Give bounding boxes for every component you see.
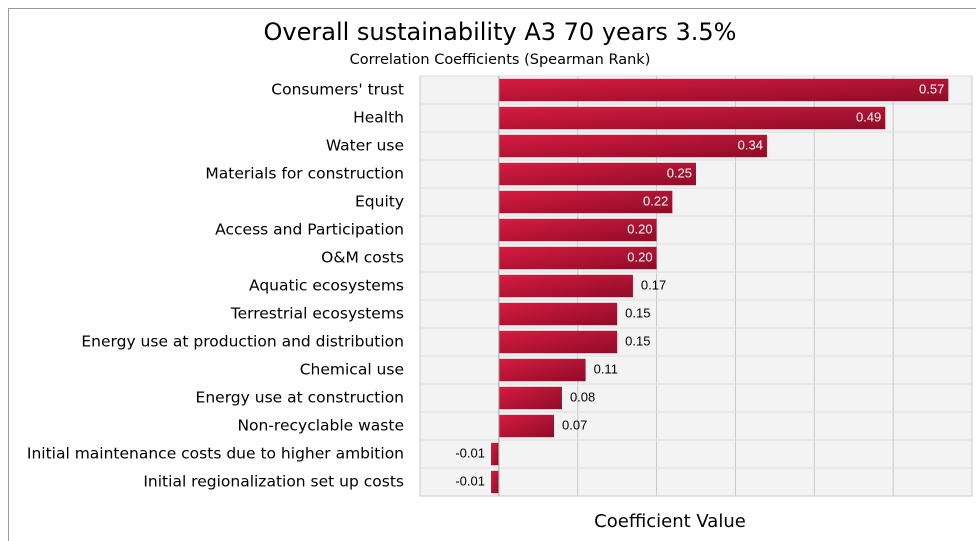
y-tick-label: O&M costs	[321, 249, 404, 267]
y-tick-label: Health	[353, 109, 404, 127]
bar	[490, 470, 499, 494]
y-tick-label: Energy use at production and distributio…	[81, 333, 404, 351]
bar	[498, 162, 696, 186]
bar	[498, 414, 555, 438]
value-label: 0.34	[738, 137, 763, 152]
y-tick-label: Energy use at construction	[196, 389, 404, 407]
value-label: 0.20	[627, 249, 652, 264]
bar	[498, 246, 657, 270]
value-label: 0.25	[667, 165, 692, 180]
y-tick-label: Chemical use	[300, 361, 404, 379]
y-tick-label: Water use	[326, 137, 404, 155]
value-label: 0.22	[643, 193, 668, 208]
bar	[498, 78, 949, 102]
value-label: 0.07	[562, 417, 587, 432]
y-tick-label: Initial maintenance costs due to higher …	[27, 445, 404, 463]
bar	[498, 106, 886, 130]
value-label: 0.49	[856, 109, 881, 124]
y-tick-label: Initial regionalization set up costs	[143, 473, 404, 491]
chart-subtitle: Correlation Coefficients (Spearman Rank)	[350, 52, 651, 68]
bar	[498, 302, 618, 326]
bar	[498, 274, 633, 298]
value-label: -0.01	[455, 473, 485, 488]
y-tick-label: Non-recyclable waste	[237, 417, 404, 435]
y-tick-label: Terrestrial ecosystems	[230, 305, 404, 323]
value-label: 0.15	[625, 305, 650, 320]
value-label: -0.01	[455, 445, 485, 460]
y-tick-label: Aquatic ecosystems	[249, 277, 404, 295]
bar	[498, 218, 657, 242]
x-axis-label: Coefficient Value	[594, 511, 746, 532]
value-label: 0.08	[570, 389, 595, 404]
y-tick-label: Equity	[355, 193, 404, 211]
value-label: 0.57	[919, 81, 944, 96]
y-tick-label: Access and Participation	[215, 221, 404, 239]
bar	[498, 386, 562, 410]
bar	[498, 358, 586, 382]
value-label: 0.15	[625, 333, 650, 348]
bar	[498, 190, 673, 214]
chart-title: Overall sustainability A3 70 years 3.5%	[264, 18, 737, 46]
value-label: 0.11	[594, 361, 618, 376]
bar	[498, 134, 767, 158]
frame	[8, 8, 976, 541]
bar	[490, 442, 499, 466]
y-tick-label: Materials for construction	[205, 165, 404, 183]
y-tick-label: Consumers' trust	[271, 81, 404, 99]
value-label: 0.17	[641, 277, 666, 292]
value-label: 0.20	[627, 221, 652, 236]
bar	[498, 330, 618, 354]
